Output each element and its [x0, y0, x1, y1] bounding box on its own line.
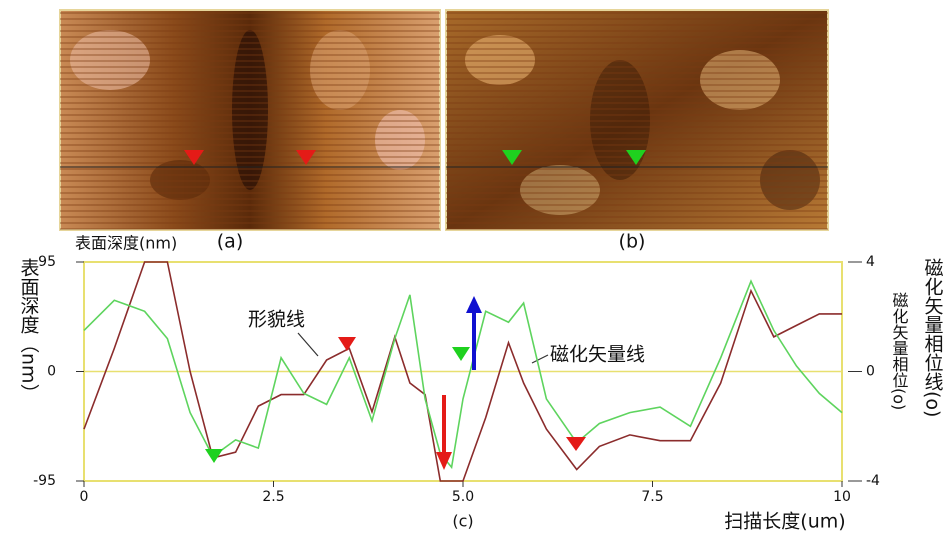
series-line	[84, 281, 842, 467]
plot-area: -95 0 95 -4 0 4 0 2.5 5.0 7.5 10	[33, 254, 880, 505]
chart-title: 表面深度(nm)	[75, 234, 177, 253]
y2-tick-label: 4	[866, 254, 875, 270]
annotation-leader	[532, 355, 548, 363]
series-annotation: 磁化矢量线	[550, 344, 645, 366]
y2-tick-label: -4	[866, 473, 880, 489]
y2-tick-label: 0	[866, 364, 875, 380]
figure: (a) (b) 表面深度(nm) 表面深度（nm） 磁化矢量相位线(o) 磁化矢…	[0, 0, 948, 536]
x-tick-label: 2.5	[262, 489, 284, 505]
panel-label: (b)	[619, 231, 646, 253]
chart-caption: (c)	[452, 512, 473, 531]
y-axis-label: 表面深度（nm）	[18, 258, 40, 403]
y2-axis-label: 磁化矢量相位线(o)	[922, 258, 944, 418]
series-annotation: 形貌线	[248, 309, 305, 331]
x-tick-label: 5.0	[452, 489, 474, 505]
y2-inner-label: 磁化矢量相位(o)	[890, 292, 909, 410]
y-tick-label: 0	[47, 364, 56, 380]
x-axis-label: 扫描长度(um)	[724, 511, 845, 533]
y-tick-label: 95	[38, 254, 56, 270]
x-tick-label: 0	[80, 489, 89, 505]
annotation-leader	[298, 333, 318, 356]
x-tick-label: 7.5	[641, 489, 663, 505]
y-tick-label: -95	[33, 473, 56, 489]
afm-image	[60, 10, 440, 230]
panel-label: (a)	[217, 231, 243, 253]
mfm-image	[446, 10, 828, 230]
x-tick-label: 10	[833, 489, 851, 505]
